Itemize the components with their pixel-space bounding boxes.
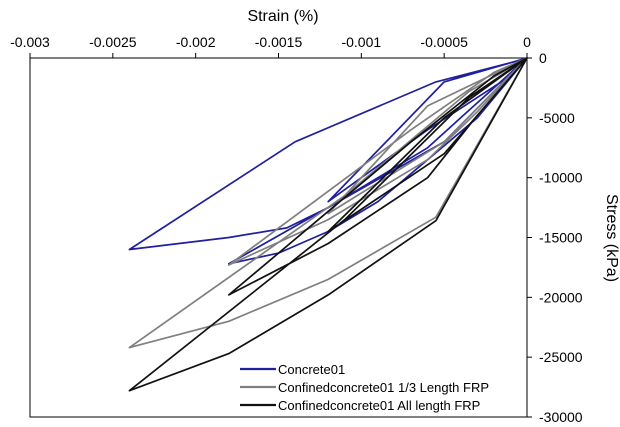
x-tick-label: 0 [523,34,531,50]
legend: Concrete01 Confinedconcrete01 1/3 Length … [240,362,489,413]
y-axis: 0 -5000 -10000 -15000 -20000 -25000 -30000 [527,50,583,425]
y-tick-label: -30000 [539,409,583,425]
y-tick-label: 0 [539,50,547,66]
x-axis: -0.003 -0.0025 -0.002 -0.0015 -0.001 -0.0005 0 [10,34,531,58]
y-tick-label: -15000 [539,230,583,246]
legend-label-1: Concrete01 [278,362,345,377]
x-tick-label: -0.0015 [255,34,303,50]
y-tick-label: -5000 [539,110,575,126]
y-axis-title: Stress (kPa) [603,194,620,282]
x-tick-label: -0.003 [10,34,50,50]
x-tick-label: -0.0025 [89,34,137,50]
x-tick-label: -0.001 [341,34,381,50]
series-line-2 [128,57,528,349]
y-tick-label: -10000 [539,170,583,186]
x-axis-title: Strain (%) [247,8,318,25]
x-tick-label: -0.0005 [420,34,468,50]
y-tick-label: -20000 [539,289,583,305]
legend-label-2: Confinedconcrete01 1/3 Length FRP [278,380,489,395]
series-layer [128,57,528,392]
y-tick-label: -25000 [539,349,583,365]
legend-label-3: Confinedconcrete01 All length FRP [278,398,480,413]
x-tick-label: -0.002 [176,34,216,50]
series-line-3 [128,57,528,392]
